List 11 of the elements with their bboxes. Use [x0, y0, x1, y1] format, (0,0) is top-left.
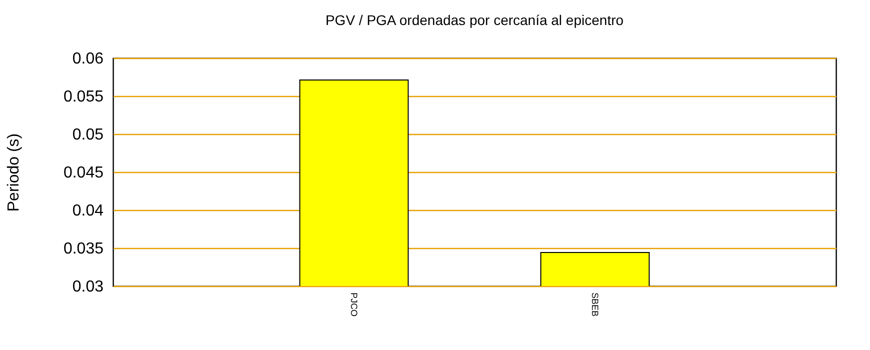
- y-tick-label: 0.045: [63, 164, 104, 182]
- y-tick-label: 0.035: [63, 240, 104, 258]
- x-tick-label: SBEB: [590, 292, 600, 317]
- y-axis-title: Periodo (s): [6, 133, 22, 212]
- chart-title: PGV / PGA ordenadas por cercanía al epicentro: [325, 12, 624, 28]
- y-tick-label: 0.03: [72, 278, 104, 296]
- x-tick-label: PJCO: [349, 292, 359, 317]
- y-tick-label: 0.05: [72, 126, 104, 144]
- y-tick-label: 0.06: [72, 50, 104, 68]
- y-tick-label: 0.04: [72, 202, 104, 220]
- y-tick-label: 0.055: [63, 88, 104, 106]
